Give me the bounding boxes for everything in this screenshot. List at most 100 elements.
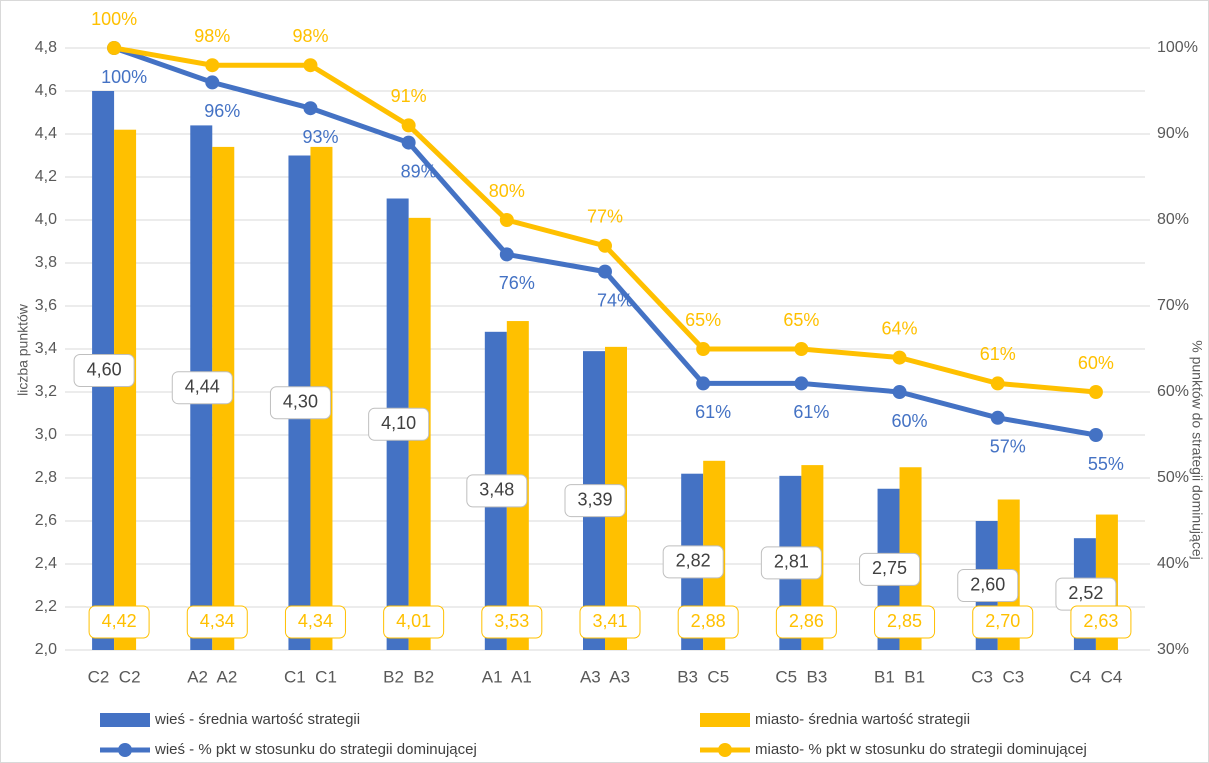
data-label: 3,53: [494, 611, 529, 631]
data-label: 61%: [695, 402, 731, 422]
data-label: 57%: [990, 437, 1026, 457]
data-label-box: [564, 484, 626, 518]
data-label: 2,81: [774, 552, 809, 572]
data-label-box: [972, 605, 1034, 639]
data-label-box: [874, 605, 936, 639]
marker: [205, 75, 220, 90]
data-label-box: [368, 407, 430, 441]
legend-label: miasto- średnia wartość strategii: [755, 711, 970, 728]
data-label-box: [662, 545, 724, 579]
data-label: 2,60: [970, 574, 1005, 594]
y2-tick-label: 50%: [1157, 469, 1189, 486]
y2-tick-label: 70%: [1157, 297, 1189, 314]
y2-axis-title: % punktów do strategii dominującej: [1189, 340, 1205, 559]
data-label-box: [269, 386, 331, 420]
data-label: 77%: [587, 207, 623, 227]
data-label: 74%: [597, 290, 633, 310]
y2-tick-label: 100%: [1157, 39, 1198, 56]
data-label: 60%: [1078, 353, 1114, 373]
data-label-box: [1070, 605, 1132, 639]
data-label-box: [466, 474, 528, 508]
legend-swatch: [700, 713, 750, 727]
y-tick-label: 4,8: [35, 39, 57, 56]
y-tick-label: 2,4: [35, 555, 57, 572]
data-label: 2,82: [676, 551, 711, 571]
data-label: 2,52: [1068, 583, 1103, 603]
y-tick-label: 2,2: [35, 598, 57, 615]
data-label: 2,85: [887, 611, 922, 631]
data-label: 89%: [401, 161, 437, 181]
data-label: 2,75: [872, 558, 907, 578]
marker: [401, 135, 416, 150]
x-tick-label: A2 A2: [187, 667, 237, 686]
data-label: 65%: [685, 310, 721, 330]
data-label: 100%: [101, 67, 147, 87]
y2-tick-label: 30%: [1157, 641, 1189, 658]
y2-tick-label: 60%: [1157, 383, 1189, 400]
y2-tick-label: 80%: [1157, 211, 1189, 228]
data-label: 4,01: [396, 611, 431, 631]
data-label-box: [73, 354, 135, 387]
data-label: 98%: [194, 26, 230, 46]
marker: [205, 58, 220, 73]
data-label: 4,34: [200, 611, 235, 631]
data-label: 4,34: [298, 611, 333, 631]
data-label: 96%: [204, 101, 240, 121]
data-label-box: [284, 605, 346, 639]
y-tick-label: 3,8: [35, 254, 57, 271]
data-label: 55%: [1088, 454, 1124, 474]
marker: [990, 410, 1005, 425]
marker: [401, 118, 416, 133]
data-label: 65%: [783, 310, 819, 330]
y-tick-label: 3,4: [35, 340, 57, 357]
marker: [107, 41, 122, 55]
y-tick-label: 4,0: [35, 211, 57, 228]
data-label: 4,42: [102, 611, 137, 631]
data-label-box: [677, 605, 739, 639]
x-tick-label: B3 C5: [677, 667, 729, 686]
data-label: 3,39: [577, 489, 612, 509]
data-label-box: [383, 605, 445, 639]
data-label: 100%: [91, 9, 137, 29]
data-label: 60%: [892, 411, 928, 431]
y-axis-title: liczba punktów: [15, 303, 31, 396]
data-label-box: [859, 552, 921, 586]
data-label: 2,63: [1083, 611, 1118, 631]
marker: [990, 376, 1005, 391]
data-label-box: [88, 605, 150, 639]
x-tick-label: B2 B2: [383, 667, 434, 686]
marker: [598, 264, 612, 279]
data-label: 64%: [882, 318, 918, 338]
x-tick-label: A1 A1: [482, 667, 532, 686]
y-tick-label: 3,2: [35, 383, 57, 400]
marker: [1088, 385, 1103, 399]
data-label: 80%: [489, 181, 525, 201]
data-label: 3,48: [479, 480, 514, 500]
x-tick-label: A3 A3: [580, 667, 630, 686]
legend-label: wieś - średnia wartość strategii: [154, 711, 360, 728]
data-label: 4,60: [87, 359, 122, 379]
marker: [892, 385, 907, 399]
data-label-box: [171, 371, 233, 405]
x-tick-label: C4 C4: [1069, 667, 1122, 686]
data-label: 4,44: [185, 376, 220, 396]
data-label-box: [186, 605, 248, 639]
y-tick-label: 2,0: [35, 641, 57, 658]
marker: [892, 350, 907, 365]
y-tick-label: 3,6: [35, 297, 57, 314]
y-tick-label: 4,2: [35, 168, 57, 185]
y-tick-label: 4,4: [35, 125, 57, 142]
data-label: 98%: [292, 26, 328, 46]
marker: [303, 101, 318, 116]
legend-label: miasto- % pkt w stosunku do strategii do…: [755, 741, 1087, 758]
y-tick-label: 4,6: [35, 82, 57, 99]
marker: [794, 376, 809, 391]
marker: [303, 58, 318, 73]
data-label: 2,86: [789, 611, 824, 631]
y-tick-label: 2,6: [35, 512, 57, 529]
x-tick-label: C1 C1: [284, 667, 337, 686]
y-tick-label: 3,0: [35, 426, 57, 443]
data-label: 4,30: [283, 392, 318, 412]
marker: [696, 376, 711, 391]
x-tick-label: C5 B3: [775, 667, 827, 686]
